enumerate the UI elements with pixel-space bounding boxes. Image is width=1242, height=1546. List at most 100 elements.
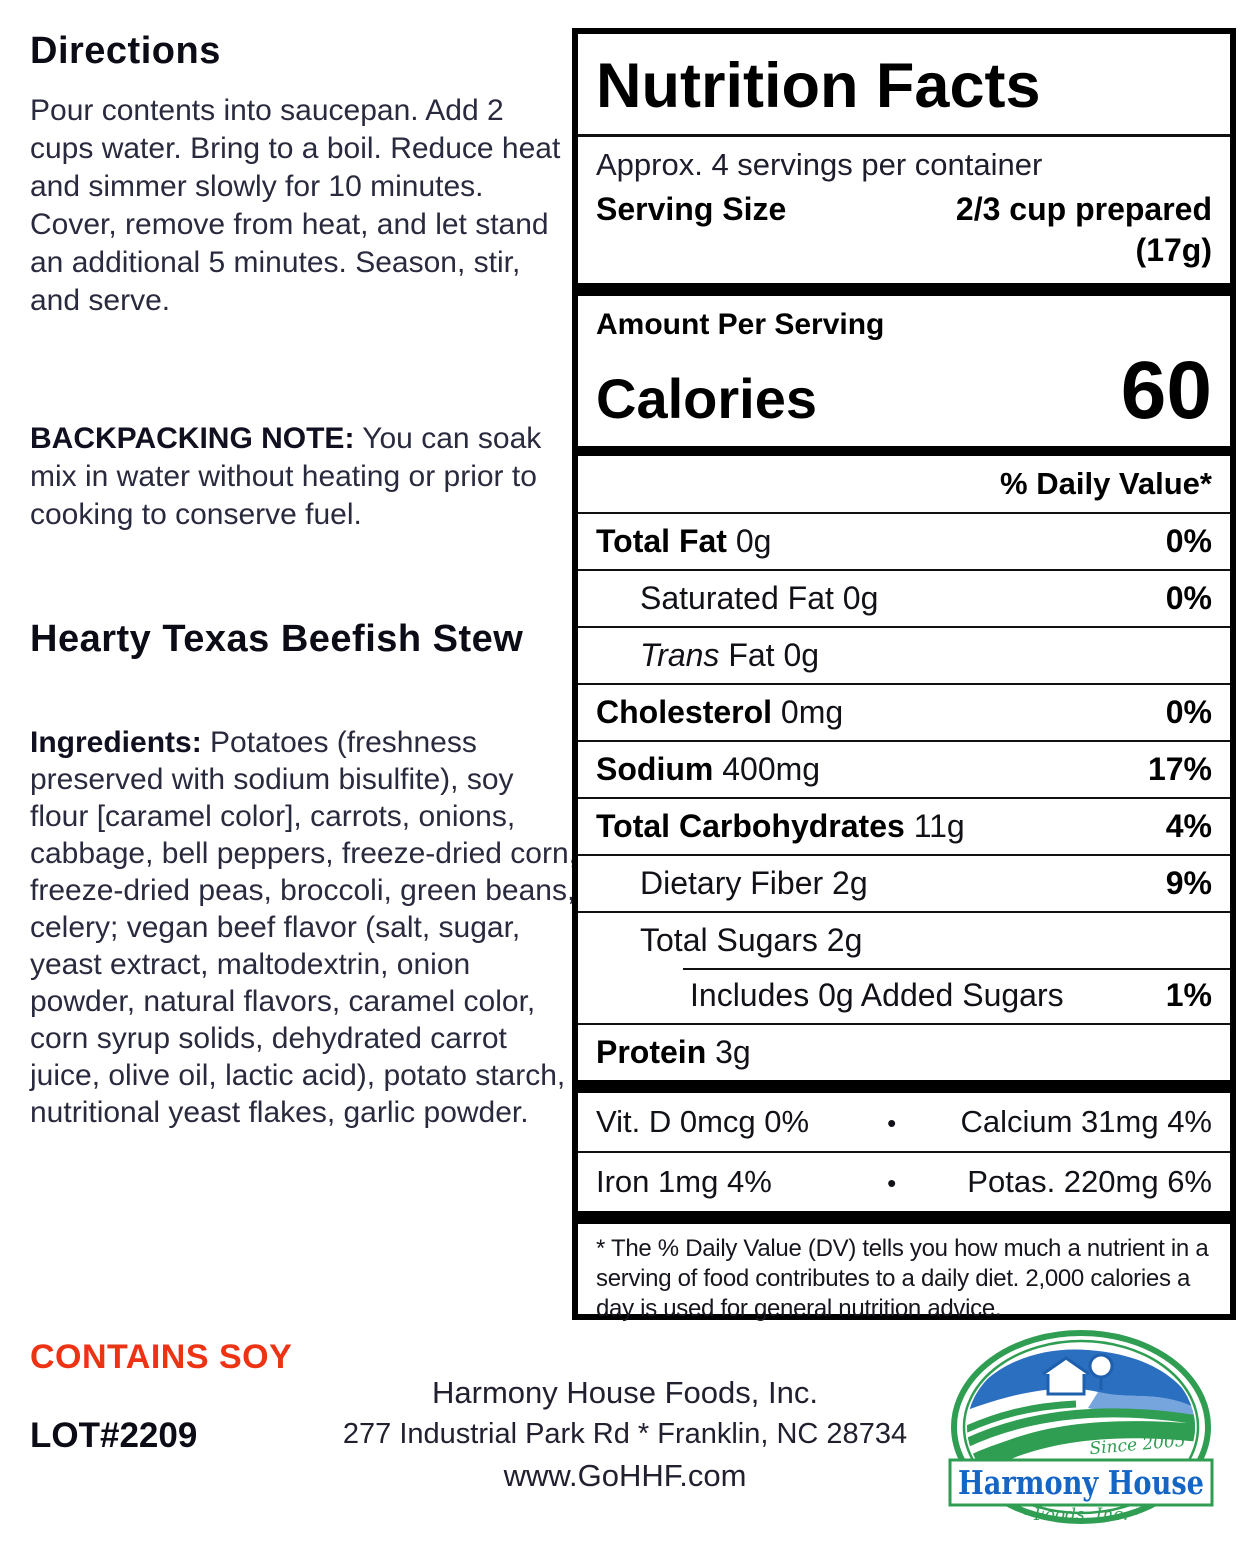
nutrient-amount: Saturated Fat 0g [640,580,879,616]
serving-size-row: Serving Size 2/3 cup prepared [578,183,1230,228]
nutrient-name: Sodium [596,751,714,787]
logo-banner-text: Harmony House [958,1463,1204,1502]
micronutrient-rows: Vit. D 0mcg 0% • Calcium 31mg 4% Iron 1m… [578,1093,1230,1211]
calories-row: Calories 60 [578,342,1230,446]
thick-bar [578,1211,1230,1224]
micro-left: Iron 1mg 4% [596,1164,772,1199]
micro-right: Potas. 220mg 6% [967,1164,1212,1199]
nutrient-amount: 0g [726,523,772,559]
amount-per-serving: Amount Per Serving [596,308,885,341]
nutrient-row-total-carbohydrates: Total Carbohydrates 11g 4% [578,797,1230,854]
harmony-house-logo: Since 2005 Harmony House ™ · Foods, Inc.… [948,1330,1214,1525]
company-website: www.GoHHF.com [503,1458,747,1493]
nutrient-amount: 400mg [713,751,821,787]
nutrient-label: Total Fat 0g [596,523,771,560]
nutrition-facts-title: Nutrition Facts [596,51,1041,121]
nutrient-name-italic: Trans [640,637,720,673]
backpacking-note-text: You can soak mix in water without heatin… [30,422,542,531]
nutrient-amount: Includes 0g Added Sugars [690,977,1064,1013]
logo-field-line [967,1422,1195,1468]
backpacking-note-label: BACKPACKING NOTE: [30,422,355,455]
logo-farm-scene [967,1349,1195,1482]
nutrient-row-saturated-fat: Saturated Fat 0g 0% [578,569,1230,626]
nutrient-row-dietary-fiber: Dietary Fiber 2g 9% [578,854,1230,911]
nutrition-facts-panel: Nutrition Facts Approx. 4 servings per c… [572,28,1236,1322]
nutrient-label: Trans Fat 0g [640,637,819,674]
divider [578,134,1230,137]
nutrient-amount: 11g [904,808,965,844]
logo-hill [967,1421,1195,1482]
nutrient-label: Protein 3g [596,1034,751,1071]
nutrient-dv: 4% [1165,808,1212,844]
nutrient-rows: Total Fat 0g 0% Saturated Fat 0g 0% Tran… [578,514,1230,1080]
nutrient-row-sodium: Sodium 400mg 17% [578,740,1230,797]
nutrient-amount: 0mg [772,694,844,730]
micro-left: Vit. D 0mcg 0% [596,1104,810,1139]
logo-subtitle: · Foods, Inc. · [1023,1505,1139,1525]
micronutrient-row: Iron 1mg 4% • Potas. 220mg 6% [578,1151,1230,1211]
nutrient-row-added-sugars: Includes 0g Added Sugars 1% [578,968,1230,1023]
servings-per-container: Approx. 4 servings per container [596,147,1043,182]
nutrient-dv: 1% [1165,977,1212,1013]
nutrient-name: Cholesterol [596,694,773,730]
logo-tm-mark: ™ [1206,1503,1214,1513]
logo-field-line [967,1400,1077,1440]
logo-house-roof [1042,1356,1090,1376]
nutrient-label: Dietary Fiber 2g [640,865,868,902]
nutrient-amount: Dietary Fiber 2g [640,865,868,901]
serving-size-label: Serving Size [596,191,787,227]
nutrient-row-protein: Protein 3g [578,1023,1230,1080]
nutrient-label: Includes 0g Added Sugars [690,977,1064,1014]
daily-value-header: % Daily Value* [578,456,1230,514]
micronutrient-row: Vit. D 0mcg 0% • Calcium 31mg 4% [578,1093,1230,1151]
bullet-icon: • [887,1168,897,1198]
nutrient-dv: 0% [1165,694,1212,730]
thick-bar [578,283,1230,296]
logo-house [1046,1370,1086,1396]
nutrient-amount: Total Sugars 2g [640,922,863,958]
company-name: Harmony House Foods, Inc. [432,1375,818,1410]
product-title: Hearty Texas Beefish Stew [30,618,524,660]
nutrient-dv: 0% [1165,580,1212,616]
lot-number: LOT#2209 [30,1416,198,1455]
nutrient-amount: Fat 0g [719,637,820,673]
nutrient-label: Cholesterol 0mg [596,694,843,731]
serving-size-weight: (17g) [1135,232,1212,268]
nutrient-name: Total Fat [596,523,727,559]
calories-label: Calories [596,367,817,430]
thick-bar [578,1080,1230,1093]
nutrient-name: Protein [596,1034,707,1070]
ingredients-label: Ingredients: [30,726,202,759]
nutrient-row-total-sugars: Total Sugars 2g [578,911,1230,968]
nutrient-amount: 3g [706,1034,751,1070]
directions-body: Pour contents into saucepan. Add 2 cups … [30,94,561,317]
logo-field-line [967,1408,1195,1452]
backpacking-note: BACKPACKING NOTE: You can soak mix in wa… [30,420,575,534]
nutrient-dv: 0% [1165,523,1212,559]
serving-size-value: 2/3 cup prepared [955,191,1212,227]
nutrient-row-trans-fat: Trans Fat 0g [578,626,1230,683]
logo-tree [1088,1353,1114,1379]
nutrient-label: Total Sugars 2g [640,922,862,959]
company-footer: Harmony House Foods, Inc. 277 Industrial… [300,1372,950,1498]
calories-value: 60 [1120,345,1212,436]
thick-bar [578,446,1230,456]
nutrient-row-cholesterol: Cholesterol 0mg 0% [578,683,1230,740]
company-address: 277 Industrial Park Rd * Franklin, NC 28… [342,1418,908,1450]
bullet-icon: • [887,1108,897,1138]
nutrient-label: Sodium 400mg [596,751,820,788]
daily-value-footnote: * The % Daily Value (DV) tells you how m… [596,1235,1209,1322]
directions-heading: Directions [30,30,221,72]
micro-right: Calcium 31mg 4% [960,1104,1212,1139]
allergen-statement: CONTAINS SOY [30,1338,293,1376]
nutrient-dv: 9% [1165,865,1212,901]
nutrient-dv: 17% [1147,751,1212,787]
nutrient-name: Total Carbohydrates [596,808,905,844]
ingredients-text: Potatoes (freshness preserved with sodiu… [30,726,578,1129]
ingredients: Ingredients: Potatoes (freshness preserv… [30,724,578,1131]
nutrient-label: Total Carbohydrates 11g [596,808,965,845]
nutrient-label: Saturated Fat 0g [640,580,878,617]
nutrient-row-total-fat: Total Fat 0g 0% [578,514,1230,569]
logo-banner [948,1458,1214,1507]
